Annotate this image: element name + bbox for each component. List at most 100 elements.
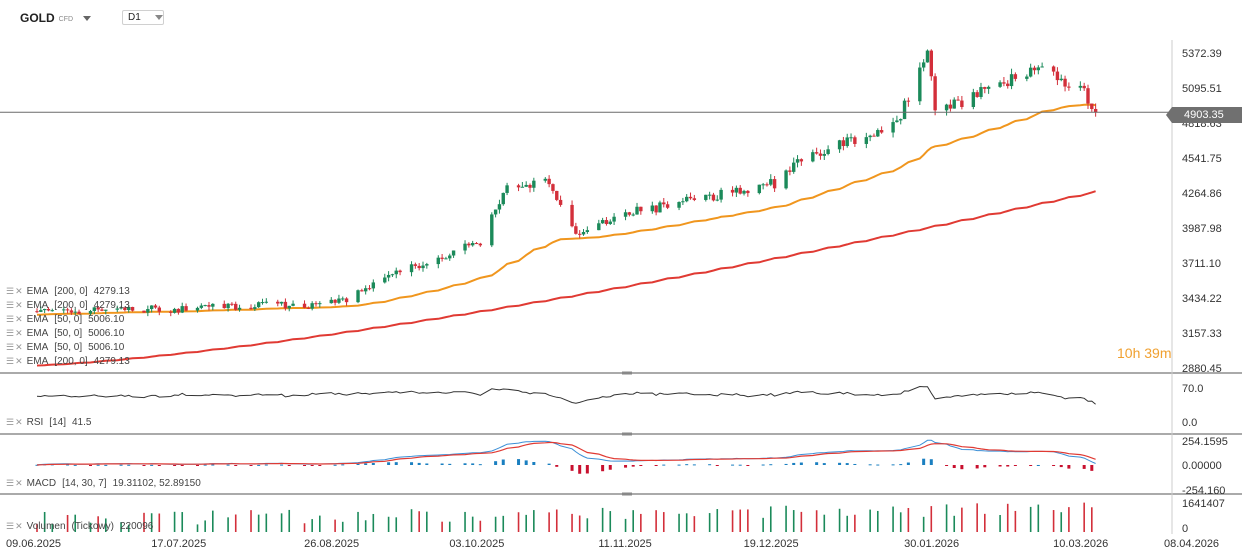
legend-ema-50[interactable]: ☰ ✕ EMA [50, 0] 5006.10 xyxy=(6,342,124,353)
macd-bar xyxy=(601,465,605,472)
macd-bar xyxy=(876,464,880,466)
candle-up xyxy=(451,250,456,256)
legend-ema-200[interactable]: ☰ ✕ EMA [200, 0] 4279.13 xyxy=(6,356,130,367)
candle-down xyxy=(207,305,211,307)
macd-tick-label: 0.00000 xyxy=(1182,460,1222,472)
date-tick-label: 08.04.2026 xyxy=(1164,538,1219,550)
close-icon[interactable]: ✕ xyxy=(15,286,23,296)
macd-bar xyxy=(257,464,261,466)
candle-down xyxy=(577,233,582,235)
list-icon[interactable]: ☰ xyxy=(6,314,14,324)
candle-down xyxy=(440,257,444,259)
candle-down xyxy=(841,140,846,147)
volume-tick-label: 1641407 xyxy=(1182,498,1225,510)
timeframe-select[interactable]: D1 xyxy=(122,10,164,25)
macd-bar xyxy=(234,465,238,466)
close-icon[interactable]: ✕ xyxy=(15,521,23,531)
candle-up xyxy=(623,212,628,217)
legend-volume[interactable]: ☰ ✕ Volumen (Tickowy) 220096 xyxy=(6,521,153,532)
volume-bar xyxy=(372,513,375,532)
list-icon[interactable]: ☰ xyxy=(6,478,14,488)
legend-macd[interactable]: ☰ ✕ MACD [14, 30, 7] 19.31102, 52.89150 xyxy=(6,478,201,489)
macd-bar xyxy=(677,464,681,466)
close-icon[interactable]: ✕ xyxy=(15,342,23,352)
legend-ema-200[interactable]: ☰ ✕ EMA [200, 0] 4279.13 xyxy=(6,300,130,311)
candle-up xyxy=(543,178,547,181)
candle-up xyxy=(394,270,398,275)
candle-down xyxy=(130,306,135,311)
macd-bar xyxy=(364,463,368,465)
list-icon[interactable]: ☰ xyxy=(6,417,14,427)
candle-up xyxy=(490,214,494,246)
macd-bar xyxy=(1082,465,1086,469)
candles-group xyxy=(35,49,1098,317)
candle-down xyxy=(413,264,418,266)
candle-up xyxy=(180,306,184,313)
macd-bar xyxy=(394,462,398,465)
date-tick-label: 09.06.2025 xyxy=(6,538,61,550)
volume-bar xyxy=(97,516,99,532)
instrument-selector[interactable]: GOLD CFD xyxy=(20,8,92,28)
candle-down xyxy=(738,187,742,194)
candle-up xyxy=(264,301,269,303)
list-icon[interactable]: ☰ xyxy=(6,521,14,531)
list-icon[interactable]: ☰ xyxy=(6,286,14,296)
macd-bar xyxy=(66,464,70,466)
candle-up xyxy=(463,243,467,251)
list-icon[interactable]: ☰ xyxy=(6,328,14,338)
candle-up xyxy=(895,120,899,123)
candle-down xyxy=(983,87,987,89)
candle-up xyxy=(73,311,77,313)
volume-bar xyxy=(785,505,787,532)
legend-name: EMA xyxy=(26,314,49,325)
volume-bar xyxy=(632,510,634,532)
macd-bar xyxy=(203,464,207,466)
candle-down xyxy=(1051,66,1056,72)
list-icon[interactable]: ☰ xyxy=(6,300,14,310)
close-icon[interactable]: ✕ xyxy=(15,478,23,488)
macd-bar xyxy=(784,463,788,465)
macd-bar xyxy=(1006,465,1010,467)
rsi-line xyxy=(36,385,1096,405)
volume-bar xyxy=(846,515,849,532)
chevron-down-icon[interactable] xyxy=(154,15,163,20)
volume-bar xyxy=(181,512,184,532)
macd-bar xyxy=(501,459,505,465)
candle-down xyxy=(948,104,953,109)
list-icon[interactable]: ☰ xyxy=(6,342,14,352)
chevron-down-icon[interactable] xyxy=(83,15,92,21)
macd-bar xyxy=(1090,465,1094,471)
macd-bar xyxy=(517,459,521,465)
volume-bar xyxy=(823,514,826,532)
macd-bar xyxy=(1013,465,1017,466)
volume-bar xyxy=(961,507,963,532)
volume-bar xyxy=(685,513,688,532)
volume-bar xyxy=(212,510,214,532)
macd-bar xyxy=(608,465,612,470)
close-icon[interactable]: ✕ xyxy=(15,300,23,310)
candle-up xyxy=(1036,67,1041,71)
volume-bar xyxy=(479,520,482,532)
macd-bar xyxy=(845,463,849,465)
volume-bar xyxy=(250,510,252,532)
legend-ema-200[interactable]: ☰ ✕ EMA [200, 0] 4279.13 xyxy=(6,286,130,297)
volume-bar xyxy=(571,513,573,532)
volume-bar xyxy=(280,513,283,532)
candle-down xyxy=(77,311,81,314)
close-icon[interactable]: ✕ xyxy=(15,328,23,338)
close-icon[interactable]: ✕ xyxy=(15,356,23,366)
legend-ema-50[interactable]: ☰ ✕ EMA [50, 0] 5006.10 xyxy=(6,314,124,325)
legend-rsi[interactable]: ☰ ✕ RSI [14] 41.5 xyxy=(6,417,91,428)
candle-up xyxy=(685,196,689,202)
candle-down xyxy=(1055,71,1060,81)
candle-up xyxy=(1025,76,1029,79)
close-icon[interactable]: ✕ xyxy=(15,417,23,427)
timeframe-value: D1 xyxy=(128,12,141,23)
candle-up xyxy=(921,62,926,68)
list-icon[interactable]: ☰ xyxy=(6,356,14,366)
candle-up xyxy=(918,67,922,102)
candle-down xyxy=(516,185,521,188)
close-icon[interactable]: ✕ xyxy=(15,314,23,324)
legend-ema-50[interactable]: ☰ ✕ EMA [50, 0] 5006.10 xyxy=(6,328,124,339)
